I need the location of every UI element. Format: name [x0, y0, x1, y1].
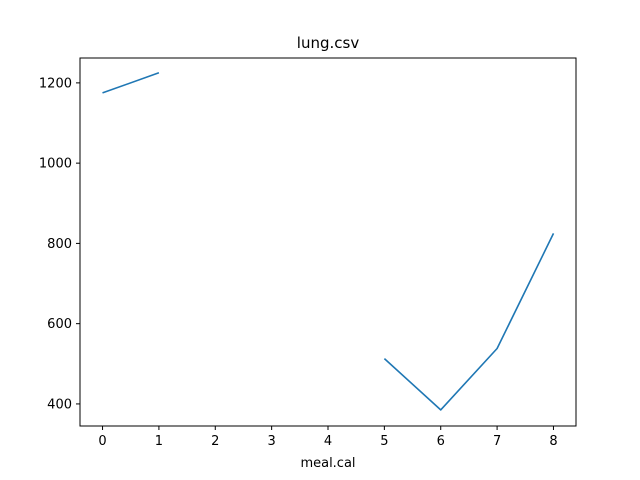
y-tick-label: 400 — [47, 397, 72, 412]
series-group — [102, 72, 555, 411]
series-line-segment — [102, 72, 160, 94]
x-tick-label: 2 — [211, 434, 219, 449]
x-tick-label: 6 — [437, 434, 445, 449]
x-tick-label: 5 — [380, 434, 388, 449]
plot-frame — [79, 57, 577, 427]
x-axis: 0 1 2 3 4 5 6 7 8 — [98, 426, 558, 449]
x-tick-label: 8 — [549, 434, 557, 449]
x-axis-label: meal.cal — [300, 456, 355, 471]
chart-title: lung.csv — [297, 34, 360, 52]
y-axis: 400 600 800 1000 1200 — [39, 76, 80, 412]
y-tick-label: 600 — [47, 317, 72, 332]
y-tick-label: 1200 — [39, 76, 72, 91]
series-line-segment — [383, 233, 555, 411]
x-tick-label: 4 — [324, 434, 332, 449]
y-tick-label: 800 — [47, 237, 72, 252]
x-tick-label: 1 — [155, 434, 163, 449]
x-tick-label: 7 — [493, 434, 501, 449]
y-tick-label: 1000 — [39, 157, 72, 172]
x-tick-label: 3 — [267, 434, 275, 449]
x-tick-label: 0 — [98, 434, 106, 449]
